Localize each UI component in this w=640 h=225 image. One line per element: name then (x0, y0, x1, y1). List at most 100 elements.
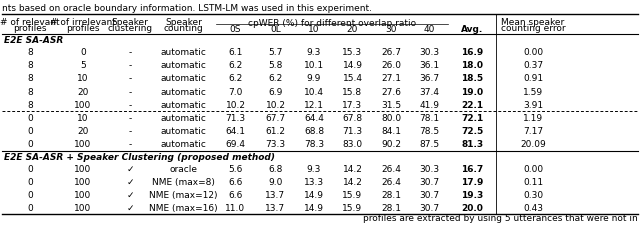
Text: 6.2: 6.2 (268, 74, 283, 83)
Text: 17.3: 17.3 (342, 100, 363, 109)
Text: 3.91: 3.91 (523, 100, 543, 109)
Text: 15.9: 15.9 (342, 190, 363, 199)
Text: 8: 8 (27, 87, 33, 96)
Text: 13.7: 13.7 (266, 190, 285, 199)
Text: 5: 5 (80, 61, 86, 70)
Text: clustering: clustering (108, 24, 152, 33)
Text: 26.4: 26.4 (381, 177, 401, 186)
Text: 30.7: 30.7 (419, 190, 440, 199)
Text: 6.9: 6.9 (268, 87, 283, 96)
Text: # of relevant: # of relevant (0, 18, 60, 27)
Text: 14.9: 14.9 (304, 203, 324, 212)
Text: 11.0: 11.0 (225, 203, 246, 212)
Text: 27.6: 27.6 (381, 87, 401, 96)
Text: -: - (129, 61, 132, 70)
Text: 0.11: 0.11 (523, 177, 543, 186)
Text: -: - (129, 74, 132, 83)
Text: ✓: ✓ (126, 164, 134, 173)
Text: E2E SA-ASR + Speaker Clustering (proposed method): E2E SA-ASR + Speaker Clustering (propose… (4, 152, 275, 161)
Text: 0S: 0S (230, 25, 241, 34)
Text: 0: 0 (80, 48, 86, 57)
Text: 28.1: 28.1 (381, 190, 401, 199)
Text: 1.19: 1.19 (523, 114, 543, 123)
Text: 6.1: 6.1 (228, 48, 243, 57)
Text: 12.1: 12.1 (304, 100, 324, 109)
Text: 26.7: 26.7 (381, 48, 401, 57)
Text: counting: counting (164, 24, 204, 33)
Text: 67.7: 67.7 (266, 114, 285, 123)
Text: counting error: counting error (500, 24, 565, 33)
Text: 0.37: 0.37 (523, 61, 543, 70)
Text: profiles: profiles (13, 24, 47, 33)
Text: profiles: profiles (67, 24, 100, 33)
Text: 87.5: 87.5 (419, 140, 440, 149)
Text: profiles are extracted by using 5 utterances that were not in: profiles are extracted by using 5 uttera… (364, 213, 638, 222)
Text: 10: 10 (308, 25, 320, 34)
Text: 40: 40 (424, 25, 435, 34)
Text: Speaker: Speaker (111, 18, 148, 27)
Text: 10: 10 (77, 74, 89, 83)
Text: 18.0: 18.0 (461, 61, 483, 70)
Text: 8: 8 (27, 48, 33, 57)
Text: 19.0: 19.0 (461, 87, 484, 96)
Text: 0: 0 (27, 177, 33, 186)
Text: cpWER (%) for different overlap ratio: cpWER (%) for different overlap ratio (248, 19, 416, 28)
Text: 5.8: 5.8 (268, 61, 283, 70)
Text: NME (max=12): NME (max=12) (149, 190, 218, 199)
Text: 20: 20 (77, 87, 89, 96)
Text: nts based on oracle boundary information. LSTM-LM was used in this experiment.: nts based on oracle boundary information… (2, 4, 372, 13)
Text: 17.9: 17.9 (461, 177, 484, 186)
Text: ✓: ✓ (126, 203, 134, 212)
Text: -: - (129, 114, 132, 123)
Text: Avg.: Avg. (461, 25, 484, 34)
Text: 80.0: 80.0 (381, 114, 401, 123)
Text: automatic: automatic (161, 61, 207, 70)
Text: -: - (129, 48, 132, 57)
Text: NME (max=8): NME (max=8) (152, 177, 215, 186)
Text: 6.6: 6.6 (228, 190, 243, 199)
Text: 1.59: 1.59 (523, 87, 543, 96)
Text: 10: 10 (77, 114, 89, 123)
Text: 100: 100 (74, 140, 92, 149)
Text: 7.0: 7.0 (228, 87, 243, 96)
Text: E2E SA-ASR: E2E SA-ASR (4, 36, 63, 45)
Text: 100: 100 (74, 190, 92, 199)
Text: 0.43: 0.43 (523, 203, 543, 212)
Text: 72.5: 72.5 (461, 127, 484, 136)
Text: 72.1: 72.1 (461, 114, 484, 123)
Text: 14.9: 14.9 (342, 61, 362, 70)
Text: 6.6: 6.6 (228, 177, 243, 186)
Text: 0.00: 0.00 (523, 164, 543, 173)
Text: 10.2: 10.2 (266, 100, 285, 109)
Text: 19.3: 19.3 (461, 190, 484, 199)
Text: 8: 8 (27, 61, 33, 70)
Text: 7.17: 7.17 (523, 127, 543, 136)
Text: 0: 0 (27, 114, 33, 123)
Text: 20: 20 (347, 25, 358, 34)
Text: 26.4: 26.4 (381, 164, 401, 173)
Text: -: - (129, 140, 132, 149)
Text: 8: 8 (27, 100, 33, 109)
Text: 0: 0 (27, 190, 33, 199)
Text: 10.4: 10.4 (304, 87, 324, 96)
Text: 36.1: 36.1 (419, 61, 440, 70)
Text: ✓: ✓ (126, 190, 134, 199)
Text: 15.4: 15.4 (342, 74, 362, 83)
Text: 0: 0 (27, 164, 33, 173)
Text: 83.0: 83.0 (342, 140, 363, 149)
Text: 0: 0 (27, 127, 33, 136)
Text: 26.0: 26.0 (381, 61, 401, 70)
Text: Speaker: Speaker (165, 18, 202, 27)
Text: 16.9: 16.9 (461, 48, 484, 57)
Text: 18.5: 18.5 (461, 74, 484, 83)
Text: -: - (129, 127, 132, 136)
Text: 20: 20 (77, 127, 89, 136)
Text: 64.1: 64.1 (225, 127, 246, 136)
Text: automatic: automatic (161, 140, 207, 149)
Text: 15.8: 15.8 (342, 87, 363, 96)
Text: 71.3: 71.3 (225, 114, 246, 123)
Text: 0L: 0L (270, 25, 281, 34)
Text: 9.0: 9.0 (268, 177, 283, 186)
Text: 6.2: 6.2 (228, 61, 243, 70)
Text: 30.7: 30.7 (419, 177, 440, 186)
